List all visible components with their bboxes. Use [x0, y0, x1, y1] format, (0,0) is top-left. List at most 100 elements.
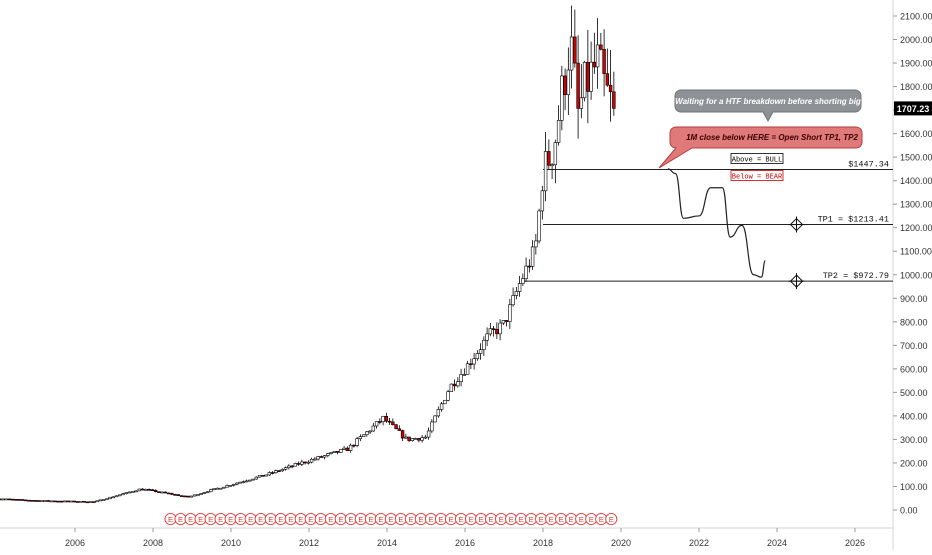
- earnings-marker[interactable]: E: [334, 512, 347, 526]
- earnings-marker[interactable]: E: [224, 512, 237, 526]
- price-tick-label: 1200.00: [900, 223, 932, 233]
- candle-body: [137, 488, 142, 492]
- candle-body: [504, 320, 509, 322]
- candle-body: [49, 500, 54, 503]
- earnings-marker-label: E: [348, 515, 353, 524]
- candle-body: [199, 493, 203, 495]
- earnings-marker-label: E: [328, 515, 333, 524]
- earnings-marker[interactable]: E: [254, 512, 267, 526]
- candle-body: [0, 498, 2, 501]
- target-marker-icon: [788, 273, 805, 290]
- candle-body: [147, 489, 151, 491]
- earnings-marker[interactable]: E: [324, 512, 337, 526]
- price-tick-label: 1300.00: [900, 200, 932, 210]
- last-price-label: 1707.23: [897, 104, 930, 114]
- earnings-marker[interactable]: E: [444, 512, 458, 526]
- earnings-marker[interactable]: E: [434, 512, 448, 526]
- candle-body: [287, 465, 291, 468]
- earnings-marker[interactable]: E: [234, 512, 247, 526]
- red-callout: 1M close below HERE = Open Short TP1, TP…: [658, 126, 863, 169]
- earnings-marker[interactable]: E: [565, 512, 578, 526]
- candle-body: [407, 436, 411, 441]
- candle-body: [394, 424, 398, 430]
- candle-body: [43, 500, 47, 502]
- candle-body: [582, 61, 587, 99]
- candle-body: [127, 491, 132, 494]
- earnings-marker[interactable]: E: [204, 512, 217, 526]
- earnings-marker[interactable]: E: [394, 512, 407, 526]
- earnings-marker[interactable]: E: [344, 512, 357, 526]
- earnings-marker[interactable]: E: [545, 512, 558, 526]
- earnings-marker[interactable]: E: [294, 512, 307, 526]
- candle-body: [443, 399, 447, 405]
- earnings-marker[interactable]: E: [304, 512, 317, 526]
- candle-body: [417, 438, 421, 441]
- candle-body: [553, 142, 558, 166]
- horizontal-levels: $1447.34 TP1 = $1213.41 TP2 = $972.79 Above…: [523, 153, 893, 290]
- earnings-marker-label: E: [489, 515, 494, 524]
- candle-body: [599, 44, 603, 50]
- candle-body: [114, 495, 119, 498]
- earnings-marker[interactable]: E: [464, 512, 478, 526]
- candle-body: [241, 481, 246, 483]
- candle-body: [153, 489, 158, 492]
- earnings-marker-circle[interactable]: [605, 512, 618, 526]
- earnings-marker[interactable]: E: [474, 512, 488, 526]
- time-tick-label: 2018: [533, 538, 553, 548]
- earnings-marker[interactable]: E: [364, 512, 377, 526]
- earnings-marker[interactable]: E: [515, 512, 528, 526]
- candle-body: [595, 44, 600, 68]
- candle-body: [352, 444, 356, 447]
- earnings-marker[interactable]: E: [384, 512, 397, 526]
- earnings-marker[interactable]: E: [214, 512, 227, 526]
- level-tag-box: [730, 170, 784, 181]
- candle-body: [264, 474, 268, 477]
- candle-body: [540, 190, 545, 212]
- price-tick-label: 1500.00: [900, 153, 932, 163]
- candle-body: [478, 349, 483, 354]
- earnings-marker[interactable]: E: [284, 512, 297, 526]
- earnings-marker[interactable]: E: [605, 512, 618, 526]
- earnings-marker-label: E: [539, 515, 544, 524]
- candle-body: [439, 403, 444, 410]
- price-tick-label: 200.00: [900, 458, 928, 468]
- earnings-marker[interactable]: E: [535, 512, 548, 526]
- earnings-marker[interactable]: E: [525, 512, 538, 526]
- earnings-marker[interactable]: E: [264, 512, 277, 526]
- earnings-marker[interactable]: E: [414, 512, 427, 526]
- earnings-marker[interactable]: E: [495, 512, 508, 526]
- callouts: Waiting for a HTF breakdown before short…: [658, 89, 863, 169]
- earnings-marker[interactable]: E: [424, 512, 438, 526]
- earnings-marker[interactable]: E: [184, 512, 197, 526]
- candle-body: [482, 339, 486, 351]
- earnings-marker[interactable]: E: [274, 512, 287, 526]
- earnings-marker[interactable]: E: [575, 512, 588, 526]
- candle-body: [319, 456, 324, 458]
- earnings-marker[interactable]: E: [164, 512, 177, 526]
- candle-body: [527, 265, 532, 268]
- earnings-marker[interactable]: E: [174, 512, 187, 526]
- earnings-marker[interactable]: E: [585, 512, 598, 526]
- candle-body: [446, 391, 450, 401]
- candle-body: [75, 501, 80, 503]
- earnings-marker[interactable]: E: [404, 512, 417, 526]
- candle-body: [566, 69, 571, 96]
- earnings-marker[interactable]: E: [374, 512, 387, 526]
- earnings-marker[interactable]: E: [454, 512, 468, 526]
- earnings-marker[interactable]: E: [194, 512, 207, 526]
- candle-body: [556, 120, 561, 143]
- earnings-marker[interactable]: E: [244, 512, 257, 526]
- earnings-marker[interactable]: E: [555, 512, 568, 526]
- candle-body: [488, 328, 493, 335]
- earnings-marker[interactable]: E: [595, 512, 608, 526]
- candle-body: [511, 295, 515, 306]
- candle-body: [345, 447, 350, 451]
- candle-body: [586, 61, 590, 92]
- candle-body: [228, 485, 233, 487]
- earnings-marker[interactable]: E: [485, 512, 498, 526]
- earnings-marker[interactable]: E: [314, 512, 327, 526]
- candle-body: [573, 36, 577, 64]
- earnings-marker[interactable]: E: [505, 512, 518, 526]
- earnings-marker[interactable]: E: [354, 512, 367, 526]
- earnings-marker-label: E: [368, 515, 373, 524]
